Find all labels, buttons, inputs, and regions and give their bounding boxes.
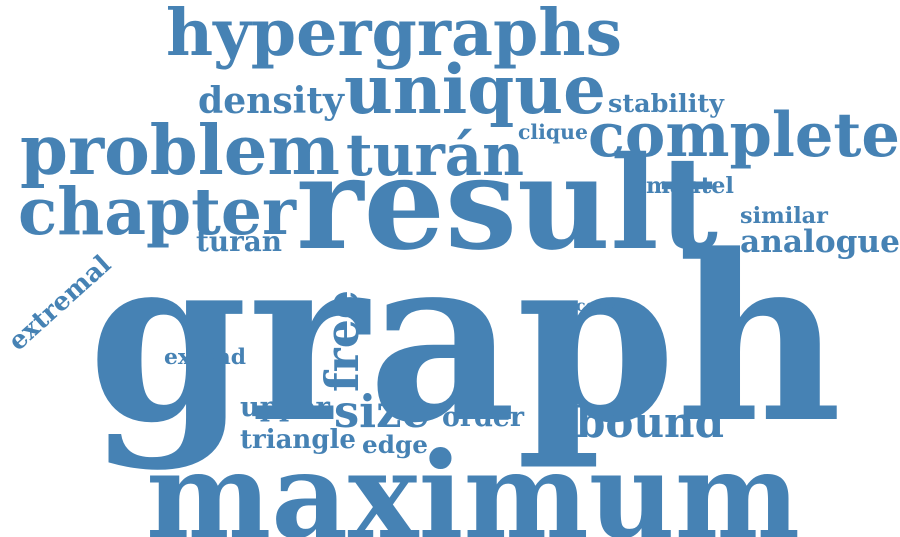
word-mantel: mantel [646,172,734,199]
word-unique: unique [344,50,606,130]
word-triangle: triangle [240,424,356,455]
word-size: size [334,384,430,438]
word-complete: complete [588,99,900,171]
word-density: density [198,78,344,122]
word-stability: stability [608,89,724,120]
word-edge: edge [362,429,428,459]
word-result: result [296,128,718,279]
word-order: order [442,401,524,433]
word-turan: turan [196,225,282,259]
word-bound: bound [576,397,724,447]
word-graph: graph [88,203,842,473]
word-copy: copy [576,296,616,316]
word-similar: similar [740,202,828,229]
word-analogue: analogue [740,224,900,261]
word-maximum: maximum [146,425,800,537]
word-extend: extend [164,345,246,371]
word-turan-accent: turán [346,121,524,190]
word-hypergraphs: hypergraphs [166,0,622,71]
word-upper: upper [240,391,330,424]
word-free: free [315,290,370,392]
word-clique: clique [518,119,588,144]
word-problem: problem [20,110,340,191]
word-chapter: chapter [18,173,296,250]
